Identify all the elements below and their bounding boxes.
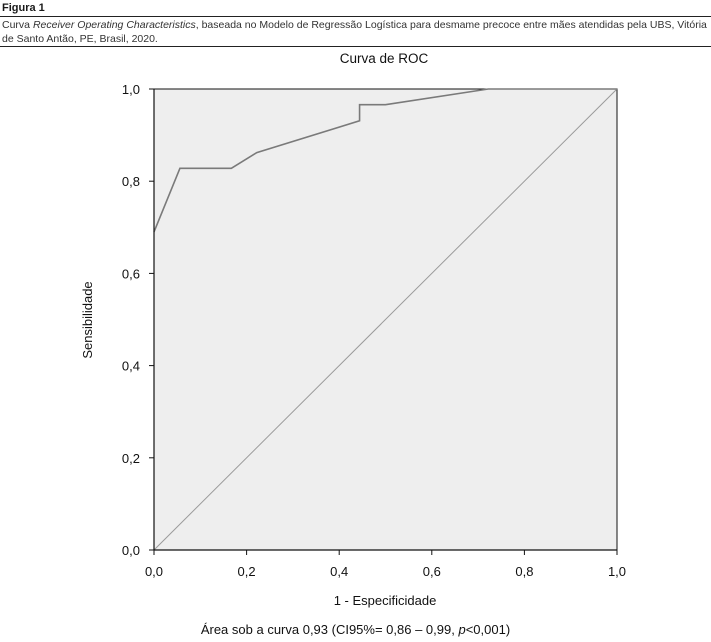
auc-note: Área sob a curva 0,93 (CI95%= 0,86 – 0,9… [0, 622, 711, 637]
x-tick-label: 0,4 [330, 564, 348, 579]
auc-note-suffix: <0,001) [465, 622, 511, 637]
y-tick-label: 0,6 [122, 266, 140, 281]
caption-prefix: Curva [2, 19, 33, 31]
y-tick-label: 0,0 [122, 543, 140, 558]
x-tick-label: 1,0 [608, 564, 626, 579]
figure-caption: Curva Receiver Operating Characteristics… [2, 18, 707, 46]
caption-bottom-rule [0, 46, 711, 47]
y-tick-label: 0,8 [122, 174, 140, 189]
roc-chart: Curva de ROC 0,0 0,2 0,4 0,6 0,8 1,0 0,0 0,2 0,4… [80, 51, 626, 608]
y-tick-label: 0,2 [122, 451, 140, 466]
y-tick-label: 1,0 [122, 82, 140, 97]
x-tick-label: 0,2 [238, 564, 256, 579]
x-tick-label: 0,0 [145, 564, 163, 579]
caption-italic-term: Receiver Operating Characteristics [32, 19, 196, 31]
x-axis-title: 1 - Especificidade [334, 593, 437, 608]
x-tick-label: 0,8 [515, 564, 533, 579]
x-tick-label: 0,6 [423, 564, 441, 579]
y-axis-title: Sensibilidade [80, 281, 95, 358]
caption-suffix: , baseada no Modelo de Regressão Logísti… [2, 19, 707, 45]
auc-note-p-symbol: p [458, 622, 466, 637]
reference-diagonal-line [153, 88, 618, 551]
caption-top-rule [0, 16, 711, 17]
roc-curve-line [153, 88, 617, 233]
chart-title: Curva de ROC [340, 51, 429, 66]
figure-label: Figura 1 [2, 2, 45, 14]
y-tick-label: 0,4 [122, 359, 140, 374]
auc-note-prefix: Área sob a curva 0,93 (CI95%= 0,86 – 0,9… [200, 622, 459, 637]
